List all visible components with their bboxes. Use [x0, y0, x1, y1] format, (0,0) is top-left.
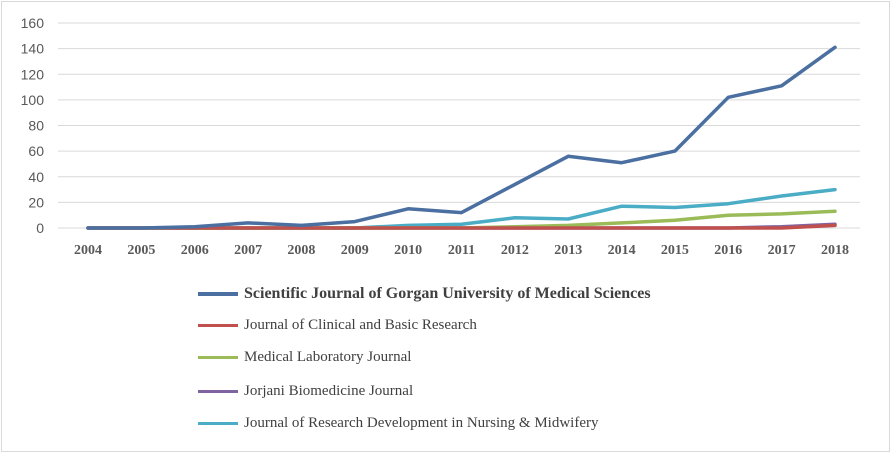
legend-item-2: Medical Laboratory Journal — [198, 347, 411, 367]
x-tick-label: 2008 — [287, 243, 315, 258]
legend-item-1: Journal of Clinical and Basic Research — [198, 315, 477, 335]
legend-label-3: Jorjani Biomedicine Journal — [244, 382, 414, 399]
x-tick-label: 2015 — [661, 243, 689, 258]
legend-item-0: Scientific Journal of Gorgan University … — [198, 284, 651, 304]
x-tick-label: 2017 — [768, 243, 796, 258]
x-tick-label: 2012 — [501, 243, 529, 258]
legend-item-4: Journal of Research Development in Nursi… — [198, 413, 599, 433]
y-tick-label: 140 — [21, 41, 45, 57]
y-tick-label: 0 — [36, 220, 44, 236]
x-tick-label: 2013 — [554, 243, 582, 258]
x-tick-label: 2011 — [448, 243, 475, 258]
x-tick-label: 2018 — [821, 243, 849, 258]
x-tick-label: 2005 — [127, 243, 155, 258]
series-line-1 — [86, 223, 837, 230]
legend-swatch-4 — [198, 421, 238, 425]
legend-swatch-1 — [198, 323, 238, 327]
y-tick-label: 20 — [28, 194, 44, 210]
x-tick-label: 2006 — [181, 243, 209, 258]
x-tick-label: 2009 — [341, 243, 369, 258]
legend-item-3: Jorjani Biomedicine Journal — [198, 381, 413, 401]
x-tick-label: 2010 — [394, 243, 422, 258]
gridlines — [58, 22, 860, 229]
legend-label-4: Journal of Research Development in Nursi… — [244, 414, 599, 431]
y-tick-label: 100 — [21, 92, 45, 108]
y-tick-label: 160 — [21, 15, 45, 31]
x-axis-ticks: 2004 2005 2006 2007 2008 2009 2010 2011 2012 2013… — [74, 243, 849, 258]
x-tick-label: 2004 — [74, 243, 102, 258]
y-tick-label: 60 — [28, 143, 44, 159]
series-line-4 — [86, 187, 837, 230]
y-tick-label: 40 — [28, 169, 44, 185]
series-line-0 — [86, 45, 837, 230]
x-tick-label: 2007 — [234, 243, 262, 258]
legend-swatch-3 — [198, 389, 238, 393]
y-tick-label: 80 — [28, 118, 44, 134]
series-lines — [86, 45, 837, 230]
legend-label-0: Scientific Journal of Gorgan University … — [244, 285, 651, 302]
y-tick-label: 120 — [21, 66, 45, 82]
legend-label-1: Journal of Clinical and Basic Research — [244, 316, 477, 333]
x-tick-label: 2014 — [608, 243, 636, 258]
legend-label-2: Medical Laboratory Journal — [244, 348, 412, 365]
x-tick-label: 2016 — [714, 243, 742, 258]
legend-swatch-2 — [198, 355, 238, 359]
y-axis-ticks: 0 20 40 60 80 100 120 140 160 — [21, 15, 45, 236]
legend-swatch-0 — [198, 292, 238, 296]
